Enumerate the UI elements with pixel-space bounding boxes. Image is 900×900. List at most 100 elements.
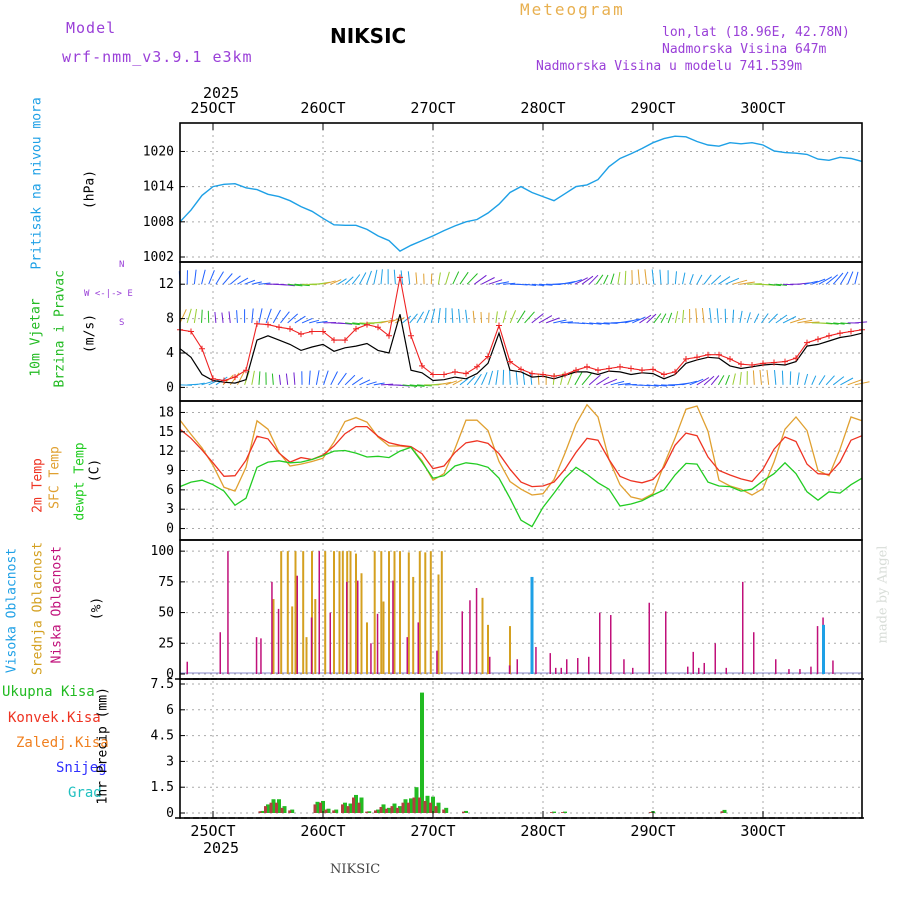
wind-arrow	[660, 313, 667, 324]
precip-legend-snow: Snijeg	[56, 760, 107, 776]
wind-arrow	[458, 308, 461, 323]
pressure-panel: 1002 1008 1014 1020	[143, 135, 863, 265]
wind-arrow	[759, 369, 762, 385]
wind-arrow	[574, 277, 588, 285]
wind-arrow	[337, 372, 347, 386]
mid-cloud-bar	[355, 553, 357, 674]
wind-arrow	[272, 309, 281, 324]
wind-arrow	[309, 319, 320, 324]
y-tick-label: 0	[166, 806, 174, 821]
wind-arrow	[624, 270, 627, 285]
mid-cloud-bar	[294, 551, 297, 674]
wind-arrow	[825, 274, 839, 285]
y-tick-label: 100	[151, 544, 174, 559]
wind-arrow	[488, 279, 503, 285]
y-tick-label: 25	[158, 636, 174, 651]
conv-precip-bar	[313, 804, 317, 813]
total-precip-bar	[266, 804, 270, 813]
y-tick-label: 75	[158, 575, 174, 590]
wind-arrow	[278, 374, 282, 385]
low-cloud-bar	[714, 643, 716, 674]
low-cloud-bar	[648, 602, 650, 674]
top-day-label: 29OCT	[630, 99, 675, 117]
low-cloud-bar	[816, 626, 819, 674]
gust-marker	[188, 328, 194, 335]
low-cloud-bar	[489, 656, 491, 674]
wind-arrow	[445, 380, 458, 386]
low-cloud-bar	[329, 612, 331, 674]
model-label: Model	[66, 19, 117, 37]
gust-marker	[727, 356, 733, 363]
low-cloud-bar	[692, 651, 694, 674]
wind-arrow	[725, 277, 740, 285]
wind-panel: 0 4 8 12	[158, 269, 870, 395]
low-cloud-bar	[753, 632, 755, 674]
wind-arrow	[567, 279, 582, 285]
mid-cloud-bar	[373, 551, 376, 674]
mid-cloud-bar	[360, 573, 363, 674]
wind-arrow	[236, 310, 238, 323]
mid-cloud-bar	[393, 551, 396, 674]
pressure-line	[179, 135, 863, 252]
conv-precip-bar	[412, 797, 416, 813]
gust-marker	[562, 371, 568, 378]
wind-arrow	[409, 313, 418, 324]
precip-legend-freeze: Zaledj.Kisa	[16, 735, 109, 751]
low-cloud-bar	[549, 653, 551, 674]
gust-marker	[672, 368, 678, 375]
wind-arrow	[840, 322, 851, 325]
wind-arrow	[768, 283, 781, 287]
gust-marker	[815, 336, 821, 343]
wind-arrow	[610, 380, 625, 386]
mid-cloud-bar	[314, 599, 317, 674]
gust-marker	[793, 355, 799, 362]
wind-arrow	[538, 315, 553, 324]
wind-arrow	[524, 311, 535, 324]
gust-marker	[837, 330, 843, 337]
wind-arrow	[415, 272, 418, 285]
bottom-day-label: 27OCT	[410, 822, 455, 840]
wind-arrow	[251, 281, 262, 285]
wind-arrow	[373, 382, 385, 386]
low-cloud-bar	[775, 659, 777, 674]
low-cloud-bar	[469, 600, 471, 674]
low-cloud-bar	[260, 638, 262, 674]
wind-arrow	[258, 308, 263, 324]
sfc-temp-line	[179, 403, 863, 501]
conv-precip-bar	[385, 808, 388, 813]
low-cloud-bar	[406, 637, 408, 674]
mid-cloud-bar	[429, 551, 432, 674]
y-tick-label: 3	[166, 502, 174, 517]
temp-label-2: SFC Temp	[47, 446, 63, 509]
mid-cloud-bar	[333, 551, 335, 674]
bottom-day-label: 26OCT	[300, 822, 345, 840]
low-cloud-bar	[310, 617, 313, 674]
y-tick-label: 9	[166, 464, 174, 479]
wind-arrow	[503, 282, 516, 285]
low-cloud-bar	[219, 632, 221, 674]
wind-compass-s: S	[119, 318, 125, 328]
wind-arrow	[466, 375, 476, 386]
mid-cloud-bar	[311, 551, 313, 674]
gust-marker	[452, 368, 458, 375]
total-precip-bar	[348, 803, 353, 813]
wind-arrow	[208, 270, 215, 285]
low-cloud-bar	[271, 581, 273, 674]
wind-arrow	[617, 382, 631, 386]
gust-marker	[441, 371, 447, 378]
wind-arrow	[696, 377, 710, 386]
gust-marker	[661, 371, 667, 378]
wind-arrow	[502, 310, 507, 324]
conv-precip-bar	[550, 812, 553, 813]
gust-marker	[474, 363, 480, 370]
wind-arrow	[610, 273, 615, 285]
wind-arrow	[689, 274, 694, 285]
wind-arrow	[701, 307, 705, 323]
wind-arrow	[818, 375, 826, 386]
wind-arrow	[567, 372, 573, 385]
wind-arrow	[459, 378, 469, 386]
wind-arrow	[466, 273, 478, 285]
low-cloud-bar	[255, 637, 258, 674]
wind-arrow	[294, 315, 306, 324]
wind-arrow	[753, 313, 760, 324]
